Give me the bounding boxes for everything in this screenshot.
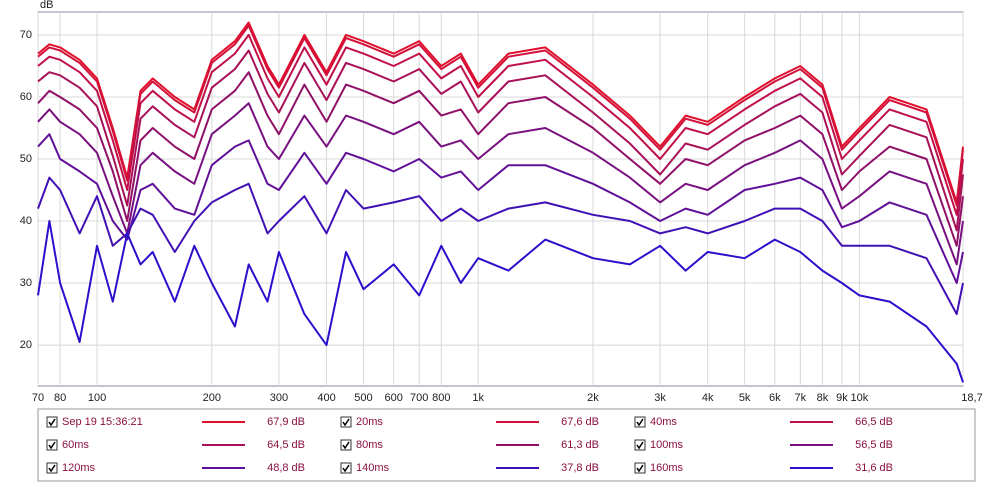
x-tick-label: 600: [384, 392, 402, 404]
checkmark: [636, 441, 644, 450]
legend-checkbox[interactable]: [634, 462, 646, 474]
y-tick-label: 60: [20, 91, 32, 103]
series-line: [37, 176, 964, 316]
plot-frame: [37, 11, 964, 387]
checkmark: [342, 464, 350, 473]
legend-value: 66,5 dB: [855, 416, 893, 428]
series-line: [37, 33, 964, 216]
legend-name: 140ms: [356, 462, 390, 474]
checkmark: [636, 418, 644, 427]
legend-value: 56,5 dB: [855, 439, 893, 451]
x-tick-label: 3k: [654, 392, 666, 404]
legend-value: 31,6 dB: [855, 462, 893, 474]
y-tick-label: 20: [20, 339, 32, 351]
x-tick-label: 5k: [739, 392, 751, 404]
series-line: [37, 133, 964, 284]
series-line: [37, 49, 964, 232]
x-tick-label: 700: [410, 392, 428, 404]
legend-checkbox[interactable]: [634, 439, 646, 451]
x-tick-label: 300: [270, 392, 288, 404]
y-tick-label: 70: [20, 29, 32, 41]
legend-checkbox[interactable]: [46, 439, 58, 451]
x-tick-label: 500: [354, 392, 372, 404]
checkmark: [636, 464, 644, 473]
legend-value: 48,8 dB: [267, 462, 305, 474]
x-tick-label: 7k: [795, 392, 807, 404]
x-tick-label: 8k: [817, 392, 829, 404]
legend-checkbox[interactable]: [340, 462, 352, 474]
y-tick-label: 30: [20, 277, 32, 289]
x-tick-label: 9k: [836, 392, 848, 404]
x-tick-label: 70: [32, 392, 44, 404]
legend-value: 64,5 dB: [267, 439, 305, 451]
legend-name: 120ms: [62, 462, 96, 474]
legend-checkbox[interactable]: [46, 416, 58, 428]
checkmark: [48, 418, 56, 427]
y-tick-label: 50: [20, 153, 32, 165]
x-tick-label: 18,7k Hz: [961, 392, 983, 404]
checkmark: [48, 441, 56, 450]
series-line: [37, 24, 964, 207]
series-line: [37, 102, 964, 266]
legend-name: 80ms: [356, 439, 383, 451]
x-tick-label: 1k: [472, 392, 484, 404]
legend-value: 67,9 dB: [267, 416, 305, 428]
x-tick-label: 80: [54, 392, 66, 404]
checkmark: [48, 464, 56, 473]
y-tick-label: 40: [20, 215, 32, 227]
legend-checkbox[interactable]: [340, 416, 352, 428]
legend-checkbox[interactable]: [46, 462, 58, 474]
checkmark: [342, 418, 350, 427]
x-tick-label: 6k: [769, 392, 781, 404]
legend-name: 60ms: [62, 439, 89, 451]
legend-name: Sep 19 15:36:21: [62, 416, 143, 428]
legend-checkbox[interactable]: [634, 416, 646, 428]
x-tick-label: 400: [317, 392, 335, 404]
legend-value: 67,6 dB: [561, 416, 599, 428]
series-line: [37, 71, 964, 247]
legend-name: 40ms: [650, 416, 677, 428]
x-tick-label: 100: [88, 392, 106, 404]
x-tick-label: 2k: [587, 392, 599, 404]
series-line: [37, 220, 964, 383]
legend-name: 20ms: [356, 416, 383, 428]
x-tick-label: 4k: [702, 392, 714, 404]
y-unit: dB: [40, 0, 53, 11]
legend-name: 160ms: [650, 462, 684, 474]
x-tick-label: 200: [203, 392, 221, 404]
x-tick-label: 800: [432, 392, 450, 404]
x-tick-label: 10k: [851, 392, 869, 404]
legend-value: 37,8 dB: [561, 462, 599, 474]
legend-name: 100ms: [650, 439, 684, 451]
legend-value: 61,3 dB: [561, 439, 599, 451]
legend-checkbox[interactable]: [340, 439, 352, 451]
checkmark: [342, 441, 350, 450]
